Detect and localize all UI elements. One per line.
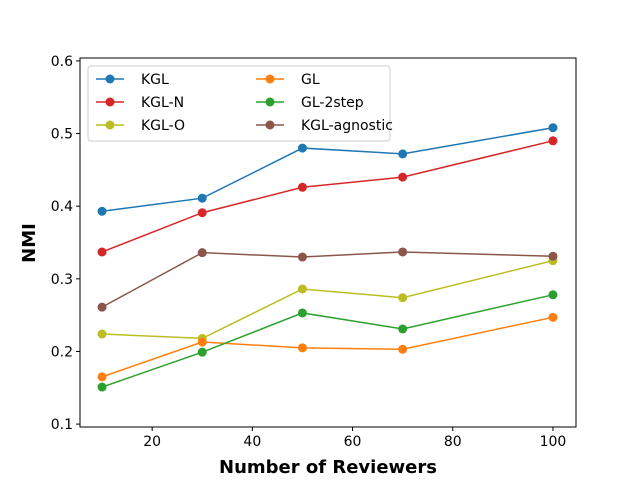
data-point-kgl-o: [398, 293, 408, 303]
data-point-kgl-n: [297, 182, 307, 192]
data-point-kgl-o: [97, 329, 107, 339]
legend-box: [87, 65, 391, 142]
legend-marker: [105, 120, 115, 130]
y-tick-label: 0.1: [51, 417, 73, 433]
data-point-gl: [398, 344, 408, 354]
series-line-gl: [101, 316, 554, 378]
series-line-gl-2step: [101, 294, 554, 388]
legend-marker: [265, 97, 275, 107]
data-point-gl-2step: [548, 290, 558, 300]
legend-label: GL: [301, 72, 320, 88]
y-tick-label: 0.3: [51, 272, 73, 288]
x-tick-label: 40: [243, 434, 261, 450]
data-point-gl-2step: [97, 382, 107, 392]
data-point-gl-2step: [398, 324, 408, 334]
x-tick-label: 100: [540, 434, 567, 450]
x-tick-label: 60: [344, 434, 362, 450]
legend-label: KGL: [141, 72, 169, 88]
data-point-gl: [97, 372, 107, 382]
data-point-kgl-n: [398, 172, 408, 182]
legend-marker: [265, 74, 275, 84]
legend-label: KGL-N: [141, 95, 184, 111]
y-tick-label: 0.4: [51, 199, 73, 215]
data-point-kgl-o: [297, 284, 307, 294]
series-line-kgl-o: [102, 259, 554, 340]
data-point-kgl-agnostic: [548, 251, 558, 261]
y-tick-label: 0.6: [51, 54, 73, 70]
x-tick-label: 80: [444, 434, 462, 450]
data-point-kgl: [297, 143, 307, 153]
legend-label: KGL-agnostic: [301, 118, 393, 134]
data-point-kgl: [548, 123, 558, 133]
data-point-kgl-agnostic: [97, 302, 107, 312]
data-point-kgl: [398, 149, 408, 159]
y-tick-label: 0.5: [51, 127, 73, 143]
data-point-kgl-agnostic: [297, 252, 307, 262]
legend-label: GL-2step: [301, 95, 364, 111]
data-point-kgl: [197, 193, 207, 203]
data-point-kgl: [97, 206, 107, 216]
x-axis-label: Number of Reviewers: [219, 457, 437, 478]
legend: KGL KGL-N KGL-O GL GL-2step KGL-agnostic: [87, 65, 393, 142]
data-point-kgl-n: [548, 136, 558, 146]
y-tick-label: 0.2: [51, 344, 73, 360]
data-point-gl: [197, 337, 207, 347]
data-point-kgl-agnostic: [197, 248, 207, 258]
data-point-kgl-n: [97, 247, 107, 257]
series-line-kgl-agnostic: [101, 251, 553, 308]
data-point-gl: [548, 312, 558, 322]
plot-frame: [79, 57, 577, 428]
legend-marker: [265, 120, 275, 130]
legend-label: KGL-O: [141, 118, 185, 134]
legend-marker: [105, 97, 115, 107]
data-point-gl-2step: [197, 347, 207, 357]
data-point-kgl-n: [197, 208, 207, 218]
legend-marker: [105, 74, 115, 84]
data-point-kgl-agnostic: [398, 247, 408, 257]
series-line-kgl-n: [101, 140, 554, 253]
data-point-gl-2step: [297, 308, 307, 318]
y-axis-label: NMI: [19, 223, 40, 263]
x-tick-label: 20: [143, 434, 161, 450]
data-point-gl: [297, 343, 307, 353]
